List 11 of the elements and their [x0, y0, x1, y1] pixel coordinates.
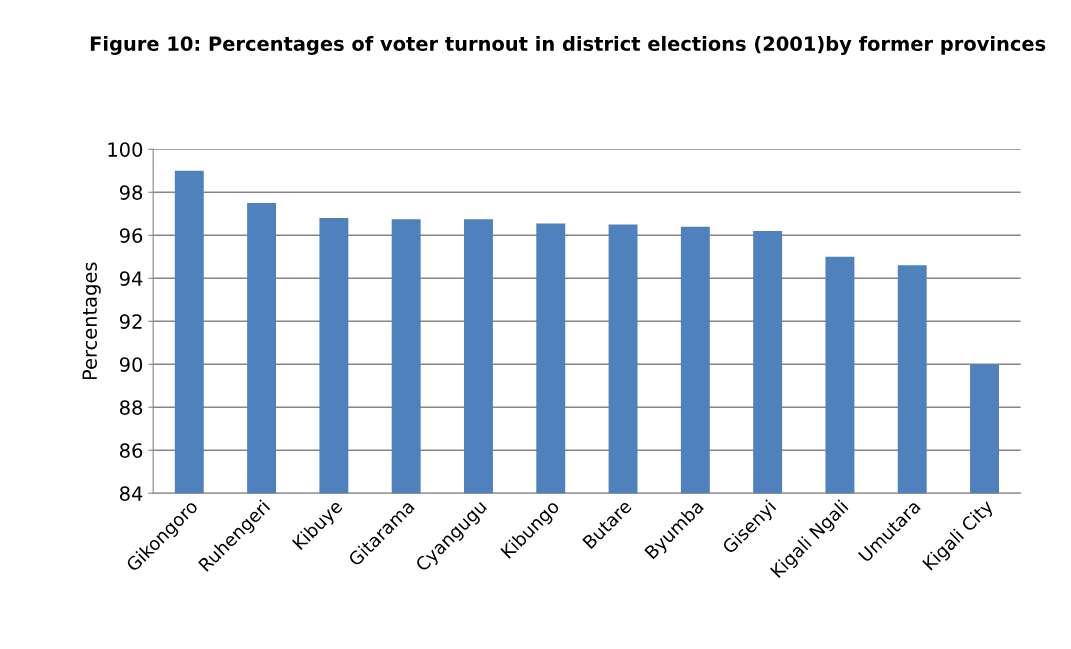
y-axis-title: Percentages [82, 262, 101, 380]
y-tick-label: 100 [108, 142, 143, 157]
chart-title: Figure 10: Percentages of voter turnout in district elections (2001)by former provinces [90, 35, 1046, 55]
y-tick-label: 90 [119, 357, 143, 372]
y-tick-label: 84 [120, 486, 143, 501]
y-tick-label: 94 [119, 271, 143, 286]
y-tick-label: 92 [119, 314, 142, 329]
y-tick-label: 88 [120, 400, 143, 415]
y-tick-label: 98 [119, 185, 143, 200]
y-tick-label: 96 [119, 228, 143, 243]
y-tick-label: 86 [120, 443, 143, 458]
